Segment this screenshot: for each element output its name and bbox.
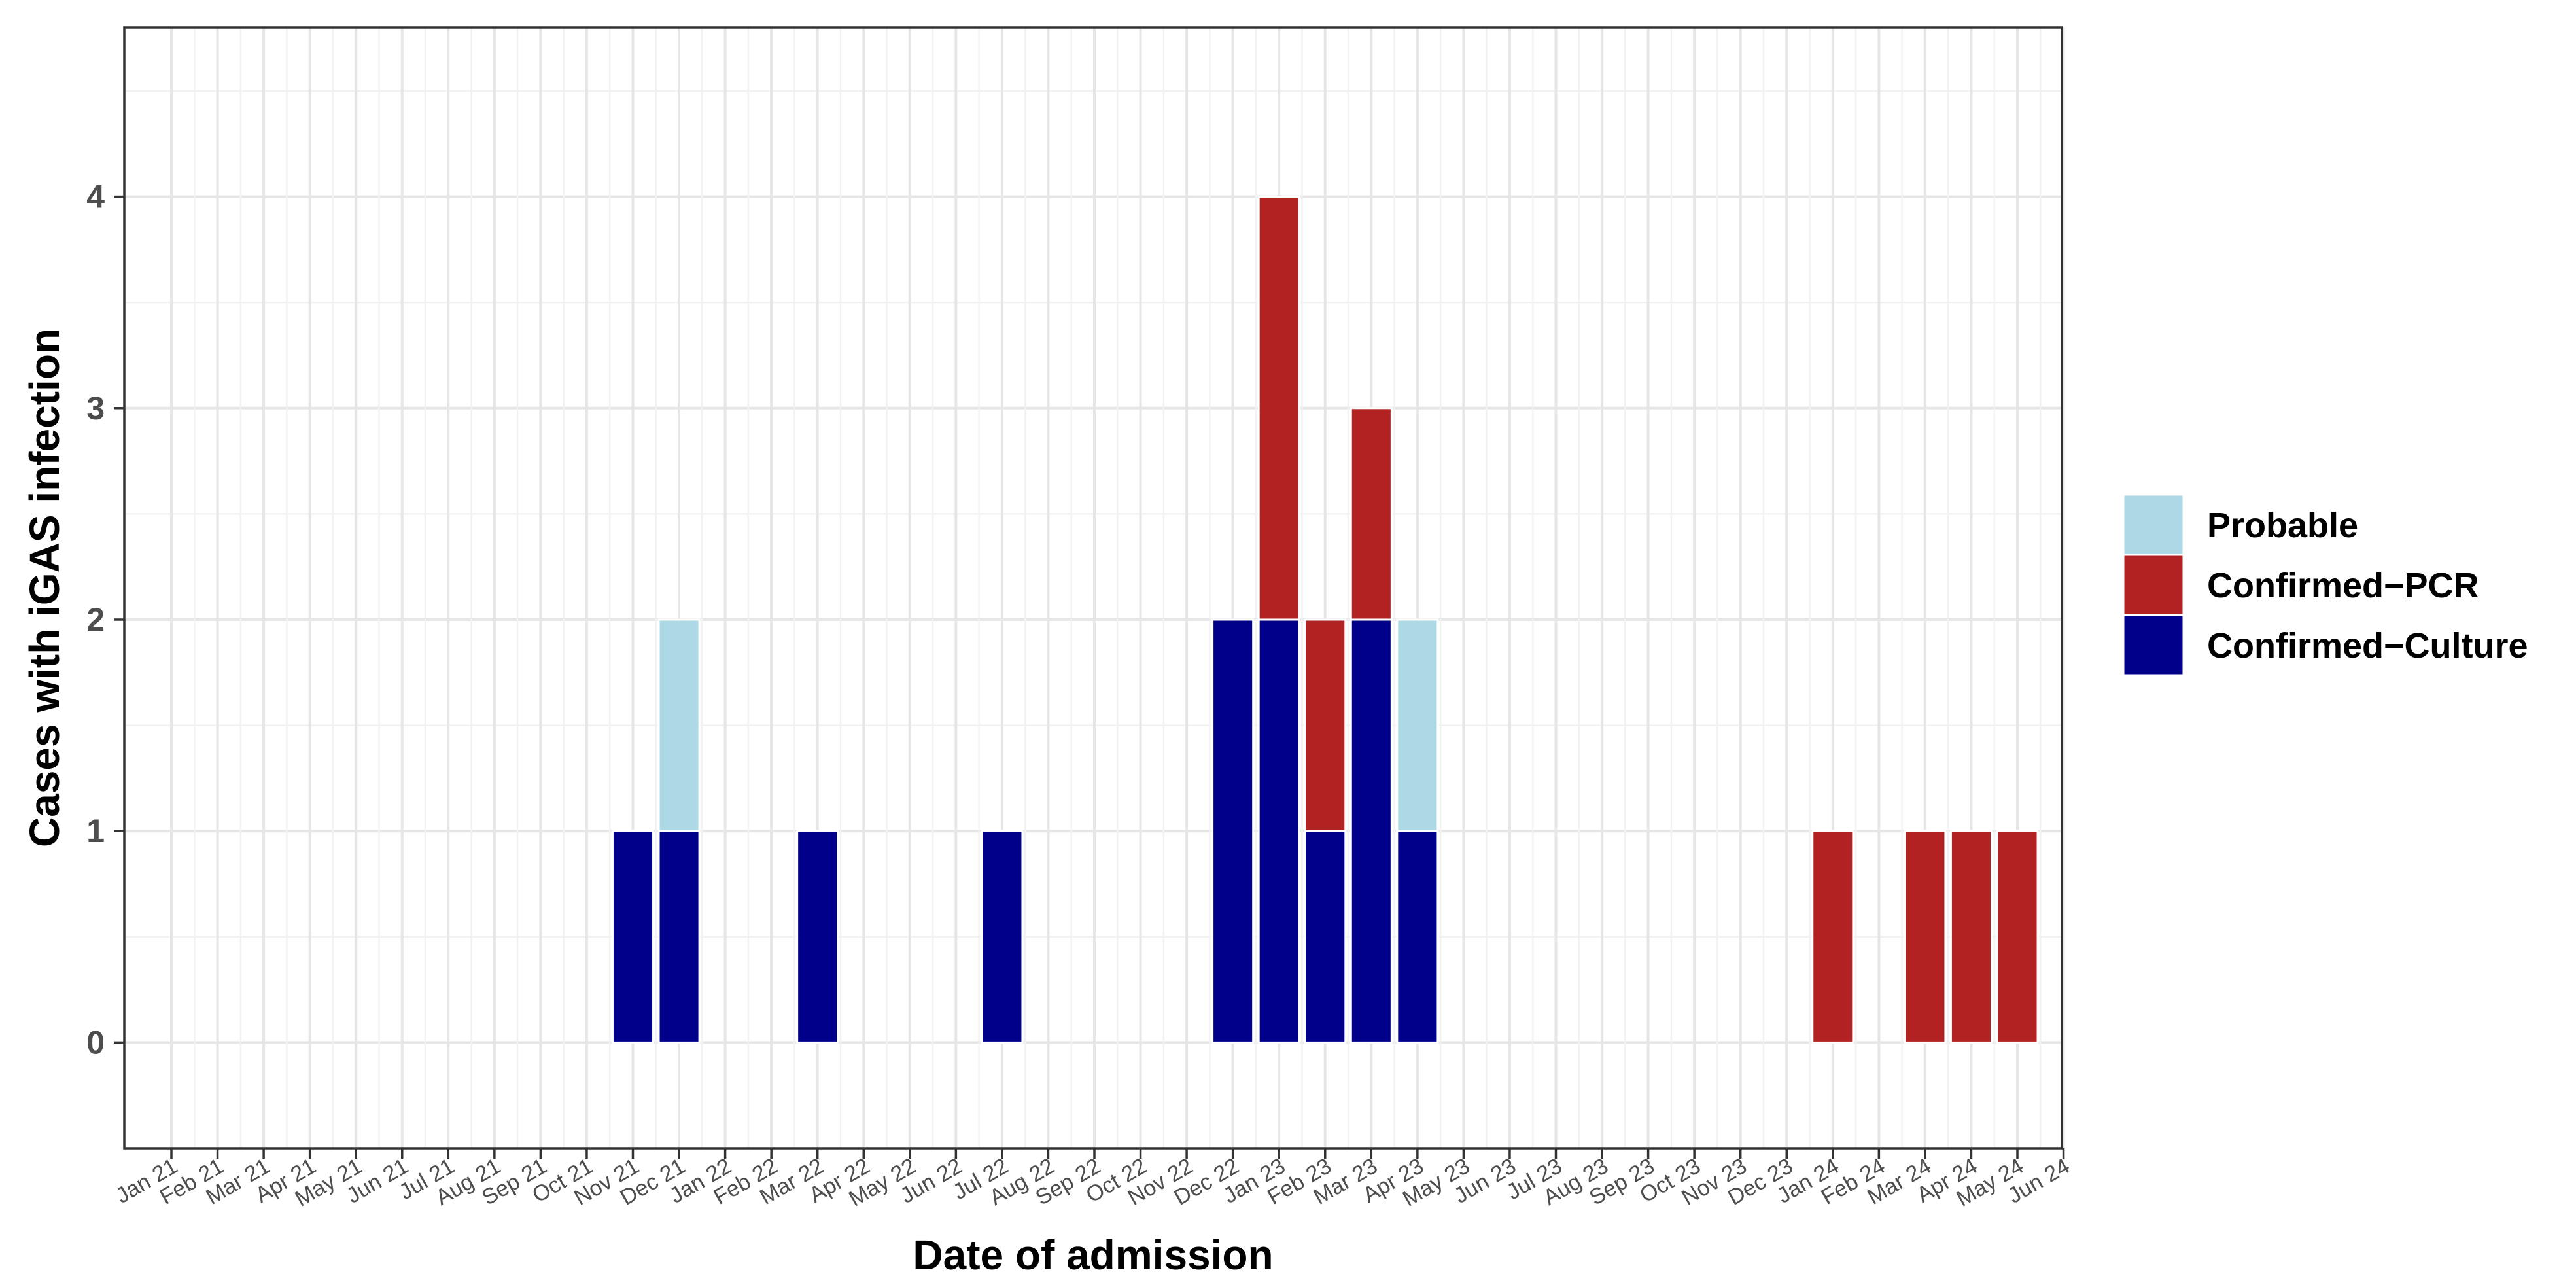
y-tick-label: 2 [86, 601, 105, 638]
bar-confirmed-culture [1304, 830, 1347, 1044]
plot-panel-border [123, 26, 2063, 1150]
bar-confirmed-culture [1349, 618, 1393, 1044]
legend-key-confirmed-pcr [2122, 554, 2185, 616]
legend-key-confirmed-culture [2122, 614, 2185, 677]
legend-label-confirmed-pcr: Confirmed−PCR [2207, 566, 2479, 605]
bars [611, 196, 2039, 1044]
bar-confirmed-pcr [1949, 830, 1993, 1044]
legend-label-probable: Probable [2207, 506, 2358, 545]
bar-probable [657, 618, 701, 832]
bar-confirmed-pcr [1811, 830, 1854, 1044]
bar-confirmed-pcr [1996, 830, 2039, 1044]
bar-confirmed-culture [657, 830, 701, 1044]
bar-confirmed-culture [981, 830, 1024, 1044]
bar-probable [1396, 618, 1439, 832]
grid [124, 27, 2065, 1148]
y-tick-label: 1 [86, 813, 105, 849]
bar-confirmed-pcr [1304, 618, 1347, 832]
legend-key-probable [2122, 493, 2185, 556]
legend: Probable Confirmed−PCR Confirmed−Culture [2122, 493, 2528, 677]
bar-confirmed-culture [611, 830, 655, 1044]
y-axis-ticks: 0 1 2 3 4 [86, 179, 124, 1061]
bar-confirmed-pcr [1904, 830, 1947, 1044]
bar-confirmed-culture [796, 830, 839, 1044]
bar-confirmed-pcr [1349, 407, 1393, 621]
bar-confirmed-culture [1396, 830, 1439, 1044]
bar-confirmed-culture [1257, 618, 1300, 1044]
bar-confirmed-culture [1211, 618, 1255, 1044]
y-tick-label: 0 [86, 1024, 105, 1061]
y-tick-label: 3 [86, 390, 105, 427]
x-axis-title: Date of admission [913, 1231, 1273, 1278]
legend-label-confirmed-culture: Confirmed−Culture [2207, 626, 2528, 665]
y-axis-title: Cases with iGAS infection [21, 328, 68, 847]
bar-confirmed-pcr [1257, 196, 1300, 621]
y-tick-label: 4 [86, 179, 105, 215]
